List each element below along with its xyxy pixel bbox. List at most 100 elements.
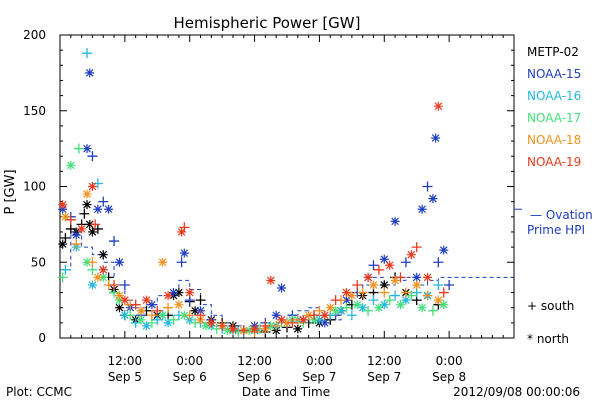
y-tick-label: 0 [38, 331, 46, 345]
data-point-noaa-17-south [57, 272, 68, 283]
data-point-noaa-18-south [314, 305, 325, 316]
data-point-noaa-15-north [379, 254, 389, 264]
data-point-metp-02-north [98, 250, 108, 260]
y-tick-label: 200 [23, 28, 46, 42]
data-point-noaa-17-south [427, 305, 438, 316]
data-point-noaa-16-north [358, 303, 368, 313]
data-point-noaa-15-south [400, 257, 411, 268]
data-point-noaa-17-north [352, 300, 362, 310]
data-point-noaa-16-south [130, 317, 141, 328]
data-point-noaa-19-south [65, 214, 76, 225]
data-point-noaa-18-south [184, 310, 195, 321]
x-tick-label-date: Sep 6 [238, 370, 272, 384]
data-point-noaa-15-north [93, 204, 103, 214]
legend-entry-noaa-16: NOAA-16 [527, 89, 581, 103]
data-point-noaa-19-north [298, 315, 308, 325]
data-point-noaa-15-north [71, 230, 81, 240]
data-point-noaa-17-north [439, 300, 449, 310]
data-point-noaa-15-north [431, 133, 441, 143]
y-tick-label: 100 [23, 180, 46, 194]
data-point-metp-02-north [58, 239, 68, 249]
data-point-metp-02-north [190, 306, 200, 316]
legend-entry-noaa-17: NOAA-17 [527, 111, 581, 125]
data-point-noaa-18-north [136, 306, 146, 316]
data-point-noaa-19-north [228, 324, 238, 334]
data-point-metp-02-north [114, 303, 124, 313]
data-point-noaa-19-north [185, 288, 195, 298]
data-point-noaa-19-south [260, 320, 271, 331]
data-point-noaa-15-north [179, 248, 189, 258]
data-point-noaa-19-north [163, 291, 173, 301]
data-point-noaa-17-north [98, 272, 108, 282]
x-tick-label-date: Sep 6 [173, 370, 207, 384]
data-point-metp-02-south [60, 233, 71, 244]
data-point-noaa-16-north [87, 280, 97, 290]
data-point-noaa-15-south [98, 196, 109, 207]
data-point-noaa-16-north [120, 310, 130, 320]
plot-area: 0 50 100 150 200 12:00 Sep 5 0:00 Sep 6 12:00 Sep … [23, 28, 522, 384]
data-point-noaa-18-north [412, 280, 422, 290]
data-point-noaa-19-north [385, 260, 395, 270]
x-tick-label-time: 0:00 [306, 354, 333, 368]
data-point-noaa-18-north [282, 318, 292, 328]
data-point-metp-02-north [85, 219, 95, 229]
x-tick-label-time: 12:00 [367, 354, 402, 368]
data-point-noaa-16-north [314, 315, 324, 325]
data-point-noaa-19-north [87, 182, 97, 191]
data-point-noaa-15-north [417, 204, 427, 214]
data-point-noaa-18-south [271, 320, 282, 331]
x-tick-label-time: 0:00 [436, 354, 463, 368]
data-point-noaa-19-north [433, 101, 443, 111]
data-point-noaa-19-south [373, 264, 384, 275]
data-point-noaa-18-south [400, 287, 411, 298]
data-point-noaa-15-north [320, 318, 330, 328]
x-tick-label-date: Sep 7 [367, 370, 401, 384]
data-point-noaa-17-south [363, 305, 374, 316]
legend-south-marker: + south [527, 299, 574, 313]
data-point-noaa-19-south [287, 317, 298, 328]
data-point-noaa-18-south [379, 287, 390, 298]
data-point-noaa-18-north [60, 212, 70, 222]
data-point-noaa-15-north [169, 288, 178, 298]
data-point-noaa-16-south [390, 290, 401, 301]
data-point-noaa-15-south [422, 181, 433, 192]
data-point-noaa-19-south [152, 305, 163, 316]
data-point-noaa-17-north [244, 325, 254, 335]
data-point-noaa-15-south [433, 257, 444, 268]
data-point-noaa-16-south [346, 310, 357, 321]
data-point-noaa-16-north [401, 295, 411, 305]
data-point-noaa-17-north [331, 306, 341, 316]
data-point-noaa-17-north [223, 325, 233, 335]
data-point-noaa-19-north [250, 324, 260, 334]
data-point-noaa-19-south [438, 287, 449, 298]
data-point-noaa-16-south [82, 48, 93, 59]
data-point-metp-02-north [174, 288, 184, 298]
data-point-noaa-17-north [396, 300, 405, 310]
x-tick-label-date: Sep 5 [108, 370, 142, 384]
y-tick-label: 50 [31, 255, 46, 269]
data-point-metp-02-south [65, 223, 76, 234]
data-point-noaa-18-south [357, 287, 368, 298]
data-point-noaa-15-north [271, 310, 281, 320]
ovation-label-line1: — Ovation [530, 208, 593, 222]
footer-timestamp: 2012/09/08 00:00:06 [453, 385, 580, 399]
data-point-noaa-16-south [368, 295, 379, 306]
data-point-noaa-15-south [119, 279, 130, 290]
data-point-noaa-18-north [158, 257, 168, 267]
data-point-noaa-19-north [363, 272, 373, 282]
data-point-noaa-17-north [66, 160, 76, 170]
data-point-noaa-18-north [325, 303, 335, 313]
data-point-noaa-17-north [136, 315, 146, 325]
data-point-noaa-19-north [266, 275, 276, 285]
data-point-noaa-17-south [125, 310, 136, 321]
legend-entry-noaa-18: NOAA-18 [527, 133, 581, 147]
data-point-noaa-15-north [82, 144, 92, 154]
data-point-noaa-18-south [422, 290, 433, 301]
data-point-noaa-17-north [266, 321, 276, 331]
data-point-noaa-18-north [433, 295, 443, 305]
data-point-noaa-19-north [98, 265, 108, 275]
data-point-noaa-15-north [390, 216, 400, 226]
data-point-noaa-19-south [411, 242, 422, 253]
data-point-noaa-19-north [58, 200, 68, 210]
